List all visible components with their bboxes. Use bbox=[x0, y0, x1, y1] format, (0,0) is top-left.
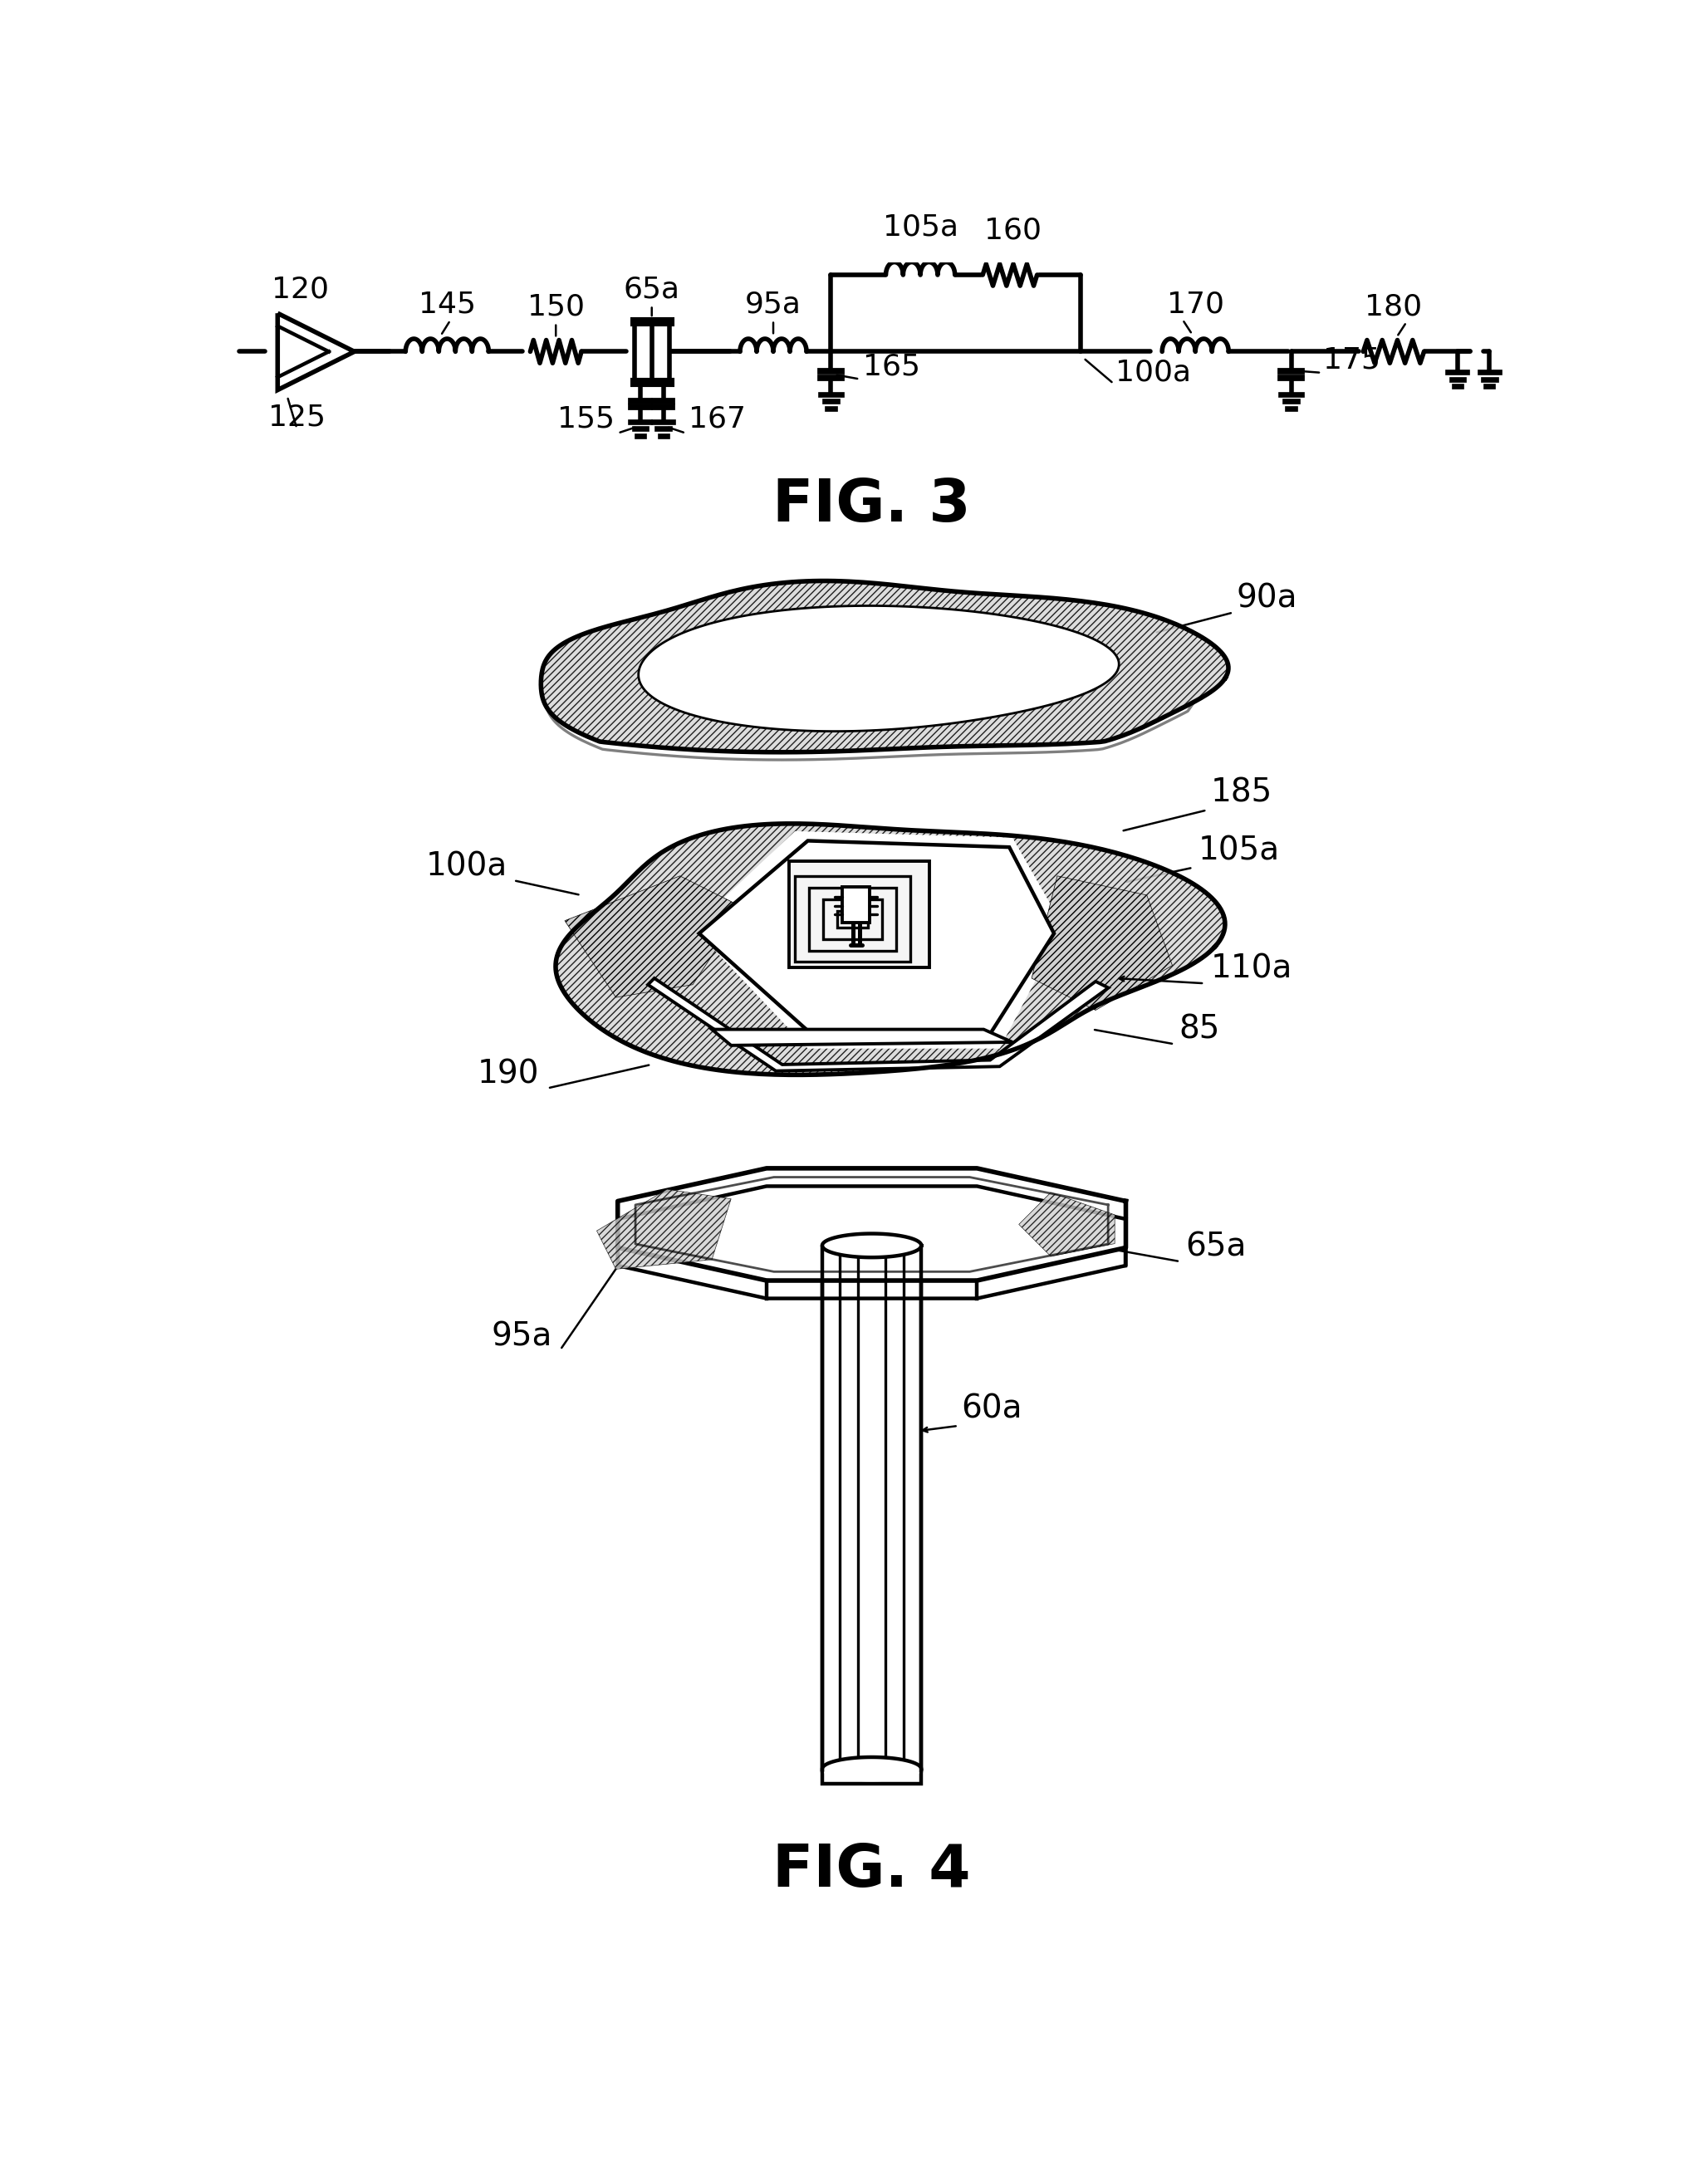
Bar bbox=[823, 900, 883, 939]
Bar bbox=[789, 860, 929, 968]
Text: 125: 125 bbox=[269, 404, 325, 432]
Text: 170: 170 bbox=[1167, 290, 1225, 319]
Text: 175: 175 bbox=[1323, 345, 1381, 373]
Bar bbox=[634, 321, 670, 382]
Text: 100a: 100a bbox=[425, 852, 507, 882]
Text: 160: 160 bbox=[985, 216, 1041, 245]
Polygon shape bbox=[648, 978, 1109, 1070]
Text: 85: 85 bbox=[1179, 1013, 1220, 1046]
Polygon shape bbox=[822, 1234, 922, 1258]
Polygon shape bbox=[565, 876, 743, 998]
Bar bbox=[842, 887, 869, 922]
Text: 150: 150 bbox=[527, 293, 585, 321]
Text: 167: 167 bbox=[689, 404, 747, 432]
Text: 120: 120 bbox=[270, 275, 328, 304]
Polygon shape bbox=[541, 581, 1228, 751]
Text: FIG. 3: FIG. 3 bbox=[772, 476, 971, 533]
Polygon shape bbox=[713, 1029, 1012, 1046]
Text: 155: 155 bbox=[558, 404, 614, 432]
Text: 65a: 65a bbox=[624, 275, 680, 304]
Text: 95a: 95a bbox=[745, 290, 801, 319]
Text: 60a: 60a bbox=[961, 1393, 1022, 1424]
Polygon shape bbox=[556, 823, 1225, 1075]
Polygon shape bbox=[1031, 876, 1172, 1011]
Bar bbox=[810, 887, 896, 950]
Polygon shape bbox=[638, 605, 1119, 732]
Text: 105a: 105a bbox=[1198, 834, 1279, 867]
Bar bbox=[822, 1245, 922, 1784]
Polygon shape bbox=[699, 841, 1055, 1042]
Polygon shape bbox=[692, 832, 1063, 1048]
Polygon shape bbox=[617, 1168, 1126, 1280]
Polygon shape bbox=[1019, 1192, 1114, 1256]
Text: 190: 190 bbox=[478, 1059, 539, 1090]
Text: 110a: 110a bbox=[1211, 952, 1293, 985]
Text: 105a: 105a bbox=[883, 214, 958, 242]
Text: 100a: 100a bbox=[1116, 358, 1191, 387]
Polygon shape bbox=[822, 1758, 922, 1780]
Text: 65a: 65a bbox=[1186, 1232, 1247, 1262]
Text: FIG. 4: FIG. 4 bbox=[772, 1841, 971, 1898]
Text: 185: 185 bbox=[1211, 778, 1272, 808]
Polygon shape bbox=[597, 1190, 731, 1269]
Text: 90a: 90a bbox=[1237, 583, 1298, 614]
Text: 145: 145 bbox=[418, 290, 476, 319]
Text: 165: 165 bbox=[862, 352, 920, 380]
Text: 180: 180 bbox=[1364, 293, 1422, 321]
Bar bbox=[794, 876, 910, 961]
Text: 95a: 95a bbox=[492, 1321, 553, 1352]
Bar bbox=[837, 911, 868, 928]
